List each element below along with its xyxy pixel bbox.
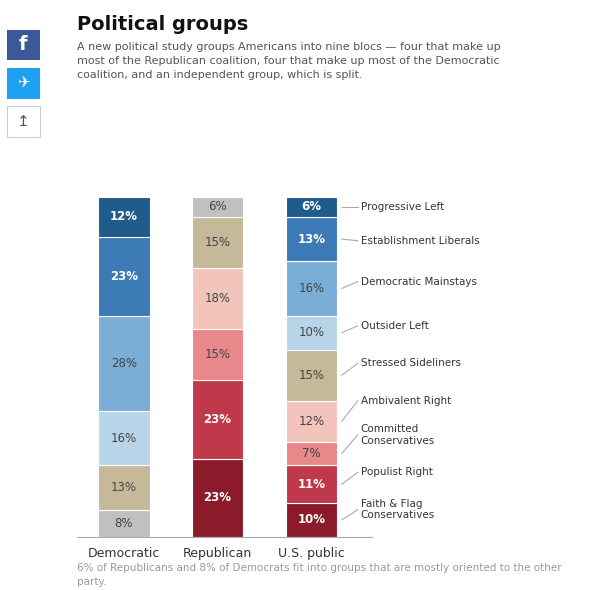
Bar [285,466,337,503]
Text: 12%: 12% [298,415,324,428]
Bar [98,316,150,411]
Text: 23%: 23% [203,491,232,504]
Bar [191,268,243,329]
Text: 11%: 11% [297,478,326,491]
Text: 6% of Republicans and 8% of Democrats fit into groups that are mostly oriented t: 6% of Republicans and 8% of Democrats fi… [77,563,561,588]
Bar [285,217,337,261]
Text: Progressive Left: Progressive Left [361,202,444,212]
Text: 13%: 13% [111,481,137,494]
Text: ↥: ↥ [17,114,30,129]
Bar [191,458,243,537]
Bar [285,316,337,350]
Bar [98,466,150,510]
Bar [285,261,337,316]
Text: A new political study groups Americans into nine blocs — four that make up
most : A new political study groups Americans i… [77,42,501,80]
Text: ✈: ✈ [17,76,30,91]
Text: Political groups: Political groups [77,15,248,34]
Text: 13%: 13% [297,232,326,245]
Bar [285,441,337,466]
Text: Outsider Left: Outsider Left [361,321,428,331]
Text: Establishment Liberals: Establishment Liberals [361,236,479,246]
Text: 18%: 18% [204,292,230,305]
Text: 12%: 12% [110,211,138,224]
Text: 23%: 23% [203,413,232,426]
Bar [285,196,337,217]
Bar [191,196,243,217]
Bar [191,329,243,381]
Bar [285,401,337,441]
Text: Faith & Flag
Conservatives: Faith & Flag Conservatives [361,499,435,520]
Bar [285,350,337,401]
Text: 15%: 15% [298,369,324,382]
Text: 10%: 10% [298,326,324,339]
Text: 6%: 6% [208,200,227,213]
Bar [98,510,150,537]
Bar [191,217,243,268]
Bar [98,237,150,316]
Text: 16%: 16% [298,282,324,295]
Text: 10%: 10% [297,513,326,526]
Text: 28%: 28% [111,357,137,370]
Text: 6%: 6% [301,200,322,213]
Text: Ambivalent Right: Ambivalent Right [361,396,451,406]
Bar [98,196,150,237]
Text: 15%: 15% [204,236,230,249]
Bar [98,411,150,466]
Text: 15%: 15% [204,348,230,361]
Text: Committed
Conservatives: Committed Conservatives [361,424,435,445]
Text: Populist Right: Populist Right [361,467,433,477]
Text: 16%: 16% [111,432,137,445]
Text: 23%: 23% [110,270,138,283]
Bar [191,381,243,458]
Text: Democratic Mainstays: Democratic Mainstays [361,277,476,287]
Bar [285,503,337,537]
Text: Stressed Sideliners: Stressed Sideliners [361,358,460,368]
Text: 7%: 7% [302,447,321,460]
Text: f: f [19,35,28,54]
Text: 8%: 8% [115,517,133,530]
